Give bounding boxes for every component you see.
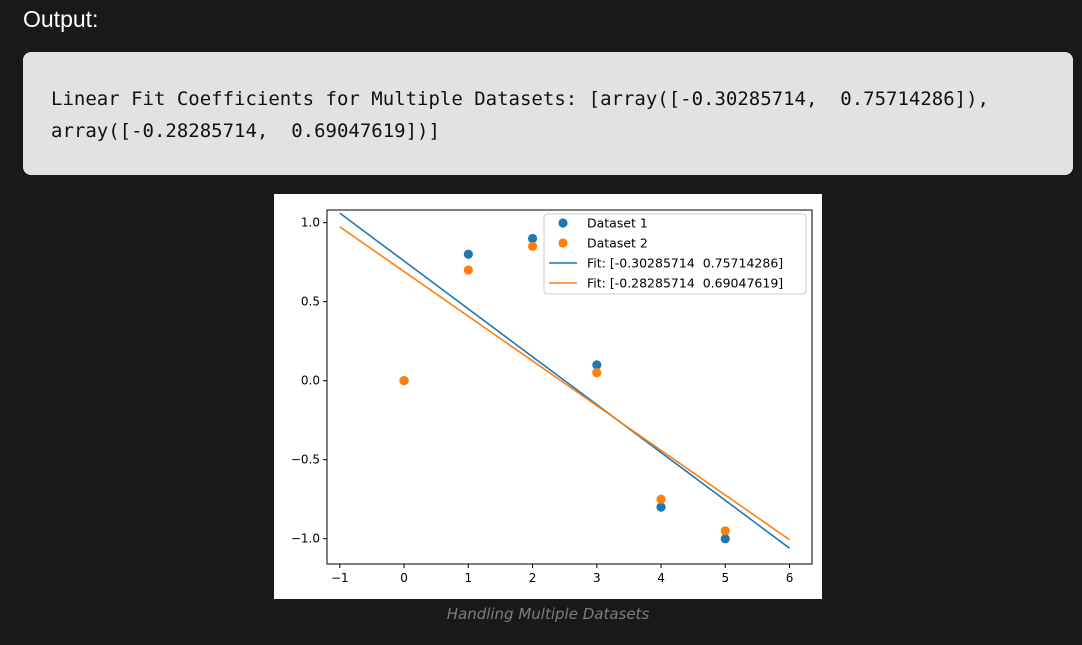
x-tick-label-6: 5 <box>721 571 729 585</box>
x-tick-label-4: 3 <box>593 571 601 585</box>
legend-box <box>543 213 807 295</box>
code-output-line-2: array([-0.28285714, 0.69047619])] <box>51 120 440 142</box>
scatter-point-1-2 <box>527 241 538 251</box>
scatter-chart: −1 0 1 2 3 4 5 6 −1.0−0.50.00.51.0 Dataset 1Dat… <box>274 194 822 599</box>
x-tick-label-0: −1 <box>331 571 349 585</box>
code-output-line-1: Linear Fit Coefficients for Multiple Dat… <box>51 88 989 110</box>
chart-marks <box>339 212 790 549</box>
figure-caption: Handling Multiple Datasets <box>446 605 650 623</box>
legend-label-3: Fit: [-0.28285714 0.69047619] <box>587 276 783 291</box>
scatter-point-1-0 <box>399 376 409 386</box>
legend-label-2: Fit: [-0.30285714 0.75714286] <box>587 256 783 271</box>
legend-label-1: Dataset 2 <box>587 236 648 251</box>
x-tick-label-7: 6 <box>786 571 794 585</box>
scatter-point-0-5 <box>720 534 730 544</box>
scatter-point-0-3 <box>592 360 602 370</box>
x-tick-label-5: 4 <box>657 571 665 585</box>
scatter-point-1-4 <box>656 494 666 504</box>
scatter-point-0-1 <box>463 249 473 259</box>
scatter-point-1-3 <box>592 368 602 378</box>
legend-label-0: Dataset 1 <box>587 216 648 231</box>
x-tick-label-2: 1 <box>465 571 473 585</box>
y-axis: −1.0 −0.5 0.0 0.5 1.0 <box>291 216 327 546</box>
x-tick-label-1: 0 <box>400 571 408 585</box>
scatter-point-1-5 <box>720 526 730 536</box>
output-label: Output: <box>23 6 99 32</box>
y-tick-label-0: −1.0 <box>291 532 320 546</box>
legend-marker-0 <box>558 218 568 228</box>
scatter-point-0-2 <box>527 233 538 244</box>
code-output-block: Linear Fit Coefficients for Multiple Dat… <box>23 52 1073 175</box>
chart-figure: −1 0 1 2 3 4 5 6 −1.0 −0.5 0.0 0.5 1.0 Dataset 1 Dat… <box>274 194 822 599</box>
legend: Dataset 1 Dataset 2 Fit: [-0.30285714 0.75… <box>543 213 807 295</box>
scatter-point-0-4 <box>656 502 666 512</box>
scatter-point-1-1 <box>463 265 473 275</box>
fit-line-2 <box>339 212 790 549</box>
legend-marker-1 <box>558 238 568 248</box>
plot-frame <box>326 209 813 565</box>
x-axis: −1 0 1 2 3 4 5 6 <box>331 564 793 585</box>
x-tick-label-3: 2 <box>529 571 537 585</box>
y-tick-label-2: 0.0 <box>301 374 320 388</box>
y-tick-label-1: −0.5 <box>291 453 320 467</box>
fit-line-3 <box>339 226 790 541</box>
y-tick-label-4: 1.0 <box>301 216 320 230</box>
y-tick-label-3: 0.5 <box>301 295 320 309</box>
